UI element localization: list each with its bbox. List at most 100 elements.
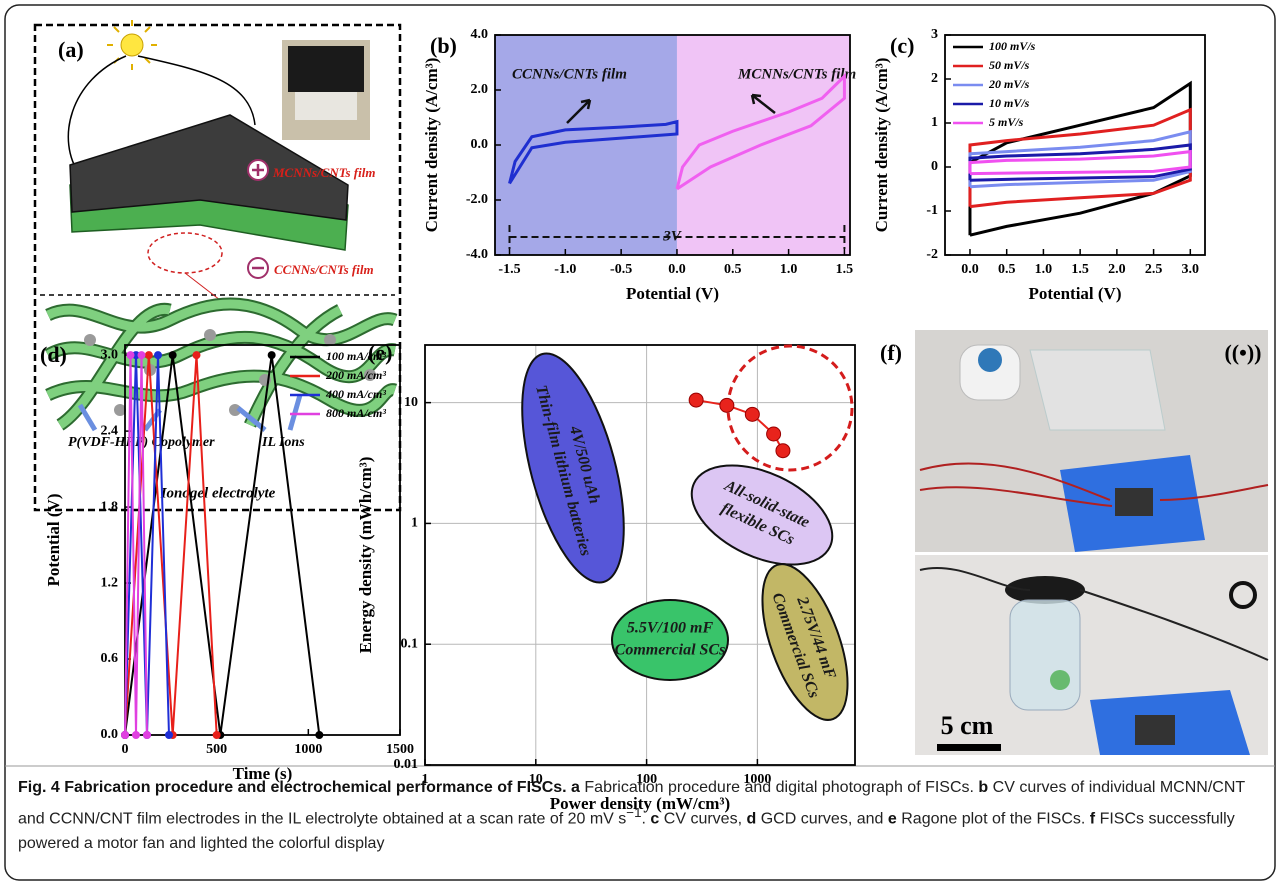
wires xyxy=(919,567,1269,661)
icon xyxy=(1229,581,1257,609)
scale-bar xyxy=(937,744,1001,751)
y-tick-label: 0.1 xyxy=(401,636,419,651)
annotation-ellipse xyxy=(521,352,625,584)
x-tick-label: 1.5 xyxy=(1071,262,1089,277)
point xyxy=(143,731,151,739)
arrow xyxy=(566,98,592,124)
point xyxy=(121,731,129,739)
point xyxy=(154,351,162,360)
legend-label: 400 mA/cm³ xyxy=(325,387,386,401)
point xyxy=(144,351,153,360)
point xyxy=(719,397,735,413)
panel-label: (d) xyxy=(40,342,67,367)
x-tick-label: -1.5 xyxy=(498,262,520,277)
span-line xyxy=(508,225,846,249)
x-tick-label: 0.0 xyxy=(961,262,979,277)
point xyxy=(165,731,173,739)
caption-key: d xyxy=(746,810,757,828)
y-tick-label: 0.0 xyxy=(101,727,119,742)
y-axis-label: Current density (A/cm³) xyxy=(422,58,441,233)
caption-text: Ragone plot of the FISCs. xyxy=(901,810,1086,828)
stand xyxy=(1029,349,1166,431)
x-tick-label: 1.5 xyxy=(836,262,854,277)
caption-key: e xyxy=(887,810,897,828)
point xyxy=(766,426,782,442)
device xyxy=(1115,488,1153,516)
chart: 0.0 0.5 1.0 1.5 2.0 2.5 3.0 3 2 1 0 -1 -2 (c) Potentia… xyxy=(872,27,1206,303)
plot-frame xyxy=(424,344,856,766)
y-tick-label: 1 xyxy=(931,115,938,130)
annotation-text: CCNNs/CNTs film xyxy=(512,66,627,82)
point xyxy=(688,392,704,408)
x-tick-label: -1.0 xyxy=(554,262,576,277)
caption: Fig. 4 Fabrication procedure and electro… xyxy=(18,775,1263,856)
series-line xyxy=(124,354,321,736)
point xyxy=(775,443,791,459)
series-line xyxy=(508,119,679,185)
y-tick-label: -2.0 xyxy=(466,192,488,207)
caption-key: b xyxy=(978,779,989,796)
scale-label: 5 cm xyxy=(941,711,994,740)
y-tick-label: 10 xyxy=(404,395,418,410)
point xyxy=(192,351,201,360)
legend-label: 50 mV/s xyxy=(989,58,1030,72)
caption-text: CV curves of individual MCNN/CNT and CCN… xyxy=(18,779,1245,828)
device xyxy=(1135,715,1175,745)
y-axis-label: Current density (A/cm³) xyxy=(872,58,891,233)
series-line xyxy=(968,80,1192,237)
ions xyxy=(84,329,376,416)
x-tick-label: 1000 xyxy=(294,742,322,757)
y-tick-label: 2 xyxy=(931,71,938,86)
series-line xyxy=(675,72,846,191)
chart: -1.5 -1.0 -0.5 0.0 0.5 1.0 1.5 4.0 2.0 0.0 -2.0 -4.… xyxy=(422,27,856,303)
polymer-network xyxy=(45,299,397,429)
figure-border xyxy=(4,4,1276,881)
panel-label: (a) xyxy=(58,37,84,62)
series-line xyxy=(968,143,1192,182)
x-tick-label: 1.0 xyxy=(1035,262,1053,277)
x-tick-label: 2.5 xyxy=(1145,262,1163,277)
panel-label: (f) xyxy=(880,340,902,365)
x-tick-label: 0.5 xyxy=(998,262,1016,277)
caption-text: FISCs successfully powered a motor fan a… xyxy=(18,810,1235,853)
light xyxy=(1050,670,1070,690)
series-line xyxy=(968,107,1192,209)
annotation-ellipse xyxy=(690,464,834,566)
x-tick-label: 1.0 xyxy=(780,262,798,277)
point xyxy=(132,731,140,739)
x-tick-label: 0 xyxy=(122,742,129,757)
annotation-ellipse xyxy=(761,563,849,721)
label: Ionogel electrolyte xyxy=(160,485,276,501)
plus-icon xyxy=(252,164,264,176)
y-axis-label: Potential (V) xyxy=(44,493,63,586)
x-tick-label: 3.0 xyxy=(1182,262,1200,277)
legend-label: 5 mV/s xyxy=(989,115,1024,129)
series-line xyxy=(968,149,1192,176)
x-axis-label: Potential (V) xyxy=(1028,284,1121,303)
photo-film xyxy=(295,92,357,120)
point xyxy=(267,351,276,360)
x-tick-label: -0.5 xyxy=(610,262,632,277)
x-axis-label: Potential (V) xyxy=(626,284,719,303)
x-tick-label: 2.0 xyxy=(1108,262,1126,277)
caption-title: Fig. 4 Fabrication procedure and electro… xyxy=(18,779,567,796)
label: P(VDF-HFP) Copolymer xyxy=(68,435,215,450)
panel-a-frame xyxy=(33,23,402,512)
point xyxy=(137,351,146,360)
panel-f: (f) ((•)) 5 cm xyxy=(880,330,1269,755)
fan xyxy=(959,344,1021,401)
point xyxy=(126,351,135,360)
x-tick-label: 100 xyxy=(636,772,657,787)
annotation: 5.5V/100 mF Commercial SCs xyxy=(615,620,726,659)
legend-label: 20 mV/s xyxy=(988,77,1030,91)
photo-film xyxy=(288,46,364,92)
icon: ((•)) xyxy=(1224,340,1261,365)
x-axis-label: Time (s) xyxy=(233,764,293,783)
x-tick-label: 500 xyxy=(206,742,227,757)
x-tick-label: 10 xyxy=(529,772,543,787)
annotation-text: MCNNs/CNTs film xyxy=(737,66,856,82)
y-tick-label: 3 xyxy=(931,27,938,42)
y-tick-label: 1.2 xyxy=(101,575,119,590)
